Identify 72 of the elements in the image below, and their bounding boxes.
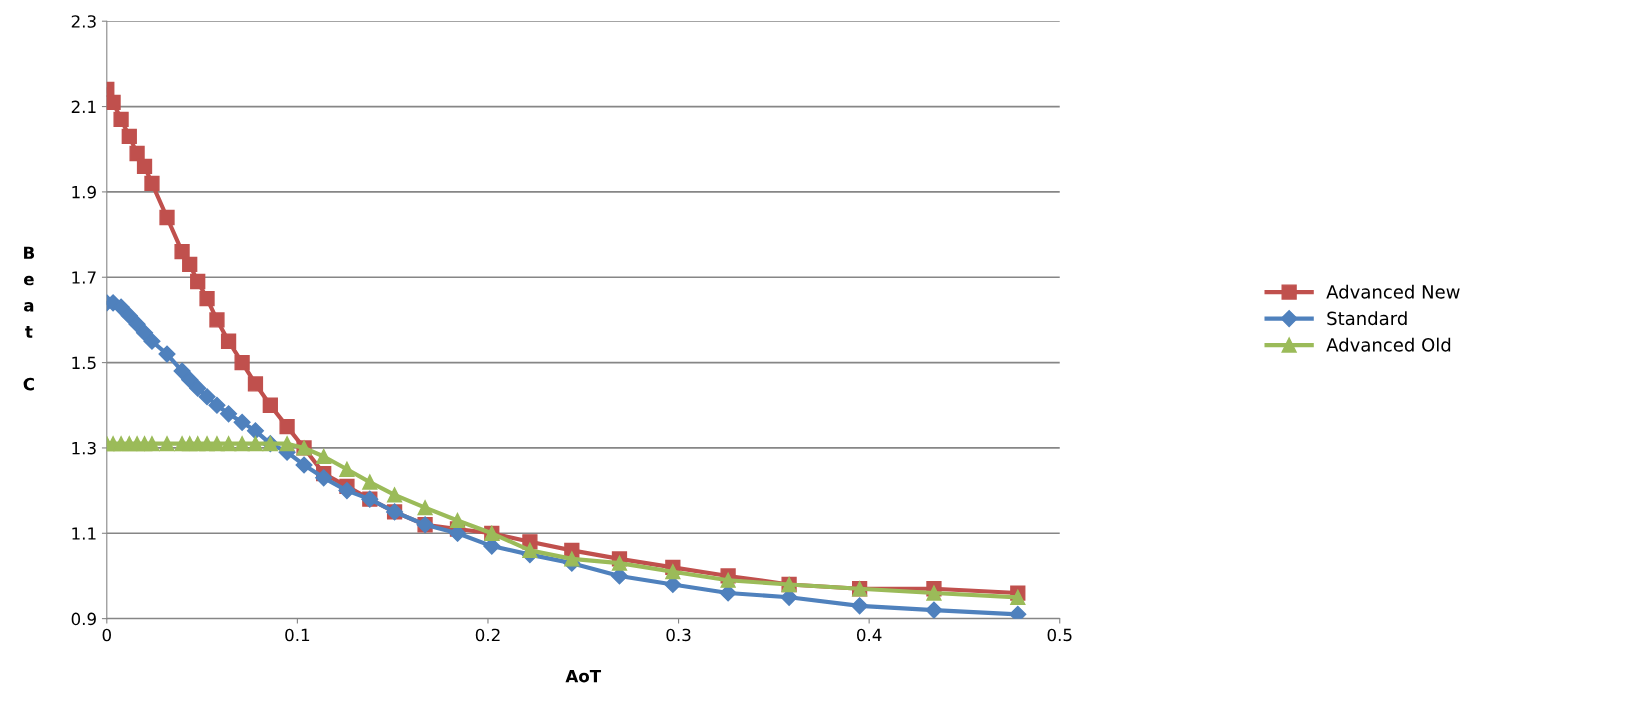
point bbox=[234, 436, 250, 452]
point bbox=[338, 482, 356, 500]
point bbox=[315, 469, 333, 487]
point bbox=[159, 436, 175, 452]
y-tick-label: 1.7 bbox=[72, 271, 96, 284]
point bbox=[522, 542, 538, 558]
point bbox=[247, 376, 264, 392]
point bbox=[1010, 589, 1026, 605]
point bbox=[199, 290, 215, 307]
point bbox=[136, 158, 153, 174]
point bbox=[720, 572, 736, 588]
y-tick-label: 1.5 bbox=[72, 356, 96, 370]
point bbox=[362, 474, 378, 490]
x-tick-label: 0.3 bbox=[666, 628, 691, 642]
x-tick-label: 0.2 bbox=[475, 628, 500, 642]
point bbox=[262, 397, 278, 413]
y-tick-label: 2.3 bbox=[71, 15, 96, 28]
point bbox=[665, 564, 681, 580]
point bbox=[174, 244, 190, 260]
point bbox=[246, 422, 265, 440]
point bbox=[220, 405, 238, 423]
x-tick-label: 0.1 bbox=[285, 628, 310, 642]
legend-label: Advanced New bbox=[1326, 284, 1460, 299]
point bbox=[220, 436, 237, 452]
point bbox=[564, 551, 580, 567]
y-tick-label: 1.1 bbox=[72, 527, 96, 540]
point bbox=[386, 487, 403, 503]
point bbox=[233, 413, 251, 431]
x-axis-title: AoT bbox=[565, 669, 602, 683]
point bbox=[208, 396, 226, 414]
x-tick-label: 0 bbox=[102, 628, 111, 642]
point bbox=[449, 512, 466, 529]
y-tick-label: 1.3 bbox=[72, 441, 96, 455]
point bbox=[182, 256, 198, 273]
point bbox=[181, 371, 199, 389]
y-tick-label: 0.9 bbox=[71, 612, 96, 626]
point bbox=[158, 345, 176, 363]
point bbox=[113, 111, 129, 127]
point bbox=[135, 324, 154, 342]
point bbox=[129, 145, 145, 162]
legend-label: Standard bbox=[1327, 311, 1407, 326]
point bbox=[279, 418, 295, 435]
point bbox=[316, 448, 332, 465]
point bbox=[198, 388, 216, 406]
y-tick-label: 2.1 bbox=[71, 100, 96, 113]
point bbox=[190, 273, 206, 290]
legend-label: Advanced Old bbox=[1326, 337, 1451, 352]
point bbox=[417, 500, 433, 516]
point bbox=[220, 333, 237, 349]
point bbox=[121, 128, 137, 145]
point bbox=[279, 436, 295, 452]
point bbox=[144, 175, 160, 192]
point bbox=[611, 555, 628, 571]
x-tick-label: 0.4 bbox=[856, 628, 882, 642]
text: Beat C bbox=[23, 246, 35, 391]
point bbox=[926, 585, 942, 601]
point bbox=[189, 379, 207, 397]
point bbox=[295, 456, 313, 474]
point bbox=[106, 94, 121, 110]
point bbox=[925, 601, 943, 619]
point bbox=[143, 332, 161, 350]
point bbox=[120, 307, 138, 325]
y-tick-label: 1.9 bbox=[72, 185, 96, 199]
point bbox=[234, 354, 250, 371]
point bbox=[247, 436, 264, 452]
point bbox=[209, 312, 225, 328]
point bbox=[144, 436, 160, 452]
point bbox=[209, 436, 225, 452]
point bbox=[159, 209, 175, 226]
x-tick-label: 0.5 bbox=[1047, 628, 1072, 642]
point bbox=[851, 597, 869, 615]
point bbox=[339, 461, 355, 477]
